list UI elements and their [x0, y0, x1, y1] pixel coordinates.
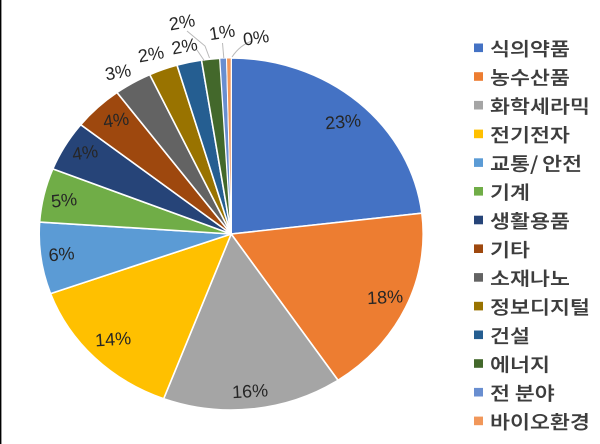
svg-text:6%: 6%	[48, 243, 76, 265]
svg-text:14%: 14%	[94, 328, 131, 350]
svg-text:5%: 5%	[50, 189, 78, 212]
svg-text:3%: 3%	[104, 60, 133, 84]
svg-text:4%: 4%	[102, 109, 131, 132]
svg-text:0%: 0%	[242, 26, 271, 50]
svg-text:16%: 16%	[232, 380, 269, 402]
svg-text:2%: 2%	[137, 42, 166, 66]
svg-text:4%: 4%	[71, 141, 100, 164]
svg-text:2%: 2%	[170, 34, 199, 58]
svg-text:23%: 23%	[324, 110, 362, 133]
svg-text:18%: 18%	[367, 286, 404, 308]
svg-text:1%: 1%	[208, 20, 237, 44]
svg-text:2%: 2%	[168, 10, 197, 34]
